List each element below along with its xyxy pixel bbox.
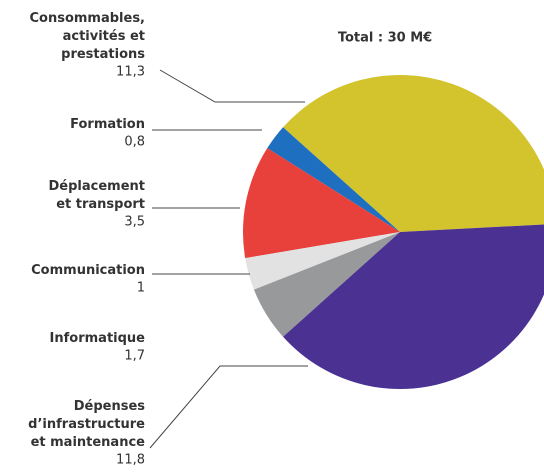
pie-slice	[283, 224, 544, 389]
leader-line	[159, 69, 305, 103]
pie-slice	[253, 232, 400, 337]
pie-slice	[245, 232, 400, 290]
category-label: Déplacement et transport	[49, 179, 146, 212]
pie-slice	[283, 75, 544, 232]
category-label: Communication	[31, 263, 145, 278]
value-label: 11,8	[116, 453, 145, 468]
value-label: 3,5	[124, 215, 145, 230]
value-label: 1	[137, 281, 145, 296]
category-label: Consommables, activités et prestations	[29, 11, 145, 62]
pie-slice	[267, 127, 400, 232]
value-label: 1,7	[124, 349, 145, 364]
chart-title: Total : 30 M€	[338, 31, 432, 46]
leader-line	[149, 365, 308, 449]
value-label: 11,3	[116, 65, 145, 80]
category-label: Informatique	[50, 331, 146, 346]
category-label: Dépenses d’infrastructure et maintenance	[28, 399, 145, 450]
value-label: 0,8	[124, 135, 145, 150]
category-label: Formation	[70, 117, 145, 132]
pie-slice	[243, 148, 400, 259]
